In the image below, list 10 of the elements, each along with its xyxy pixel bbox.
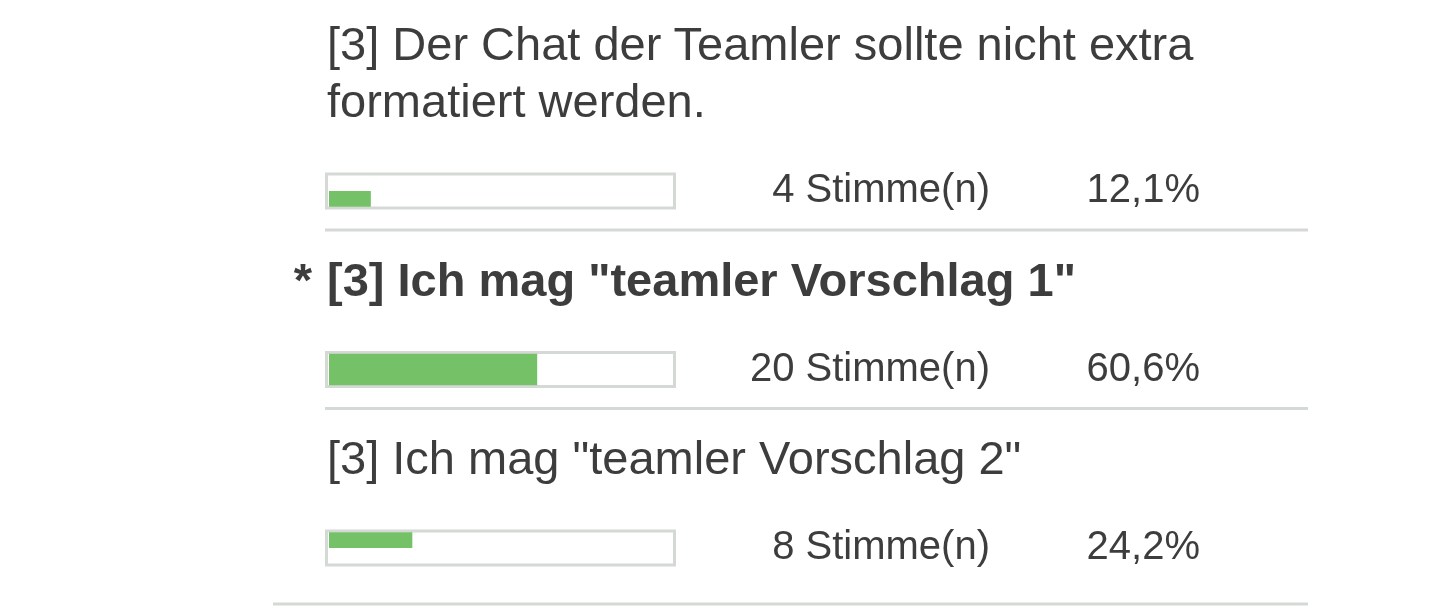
text: * (293, 252, 313, 306)
y-tick-label: [3] Der Chat der Teamler sollte nicht extra formatiert werden. (327, 17, 1195, 127)
y-tick-label: [3] Ich mag "teamler Vorschlag 1" (327, 252, 1076, 306)
y-tick-label: [3] Ich mag "teamler Vorschlag 2" (327, 431, 1022, 484)
text: 20 Stimme(n) (749, 344, 990, 389)
data-label: 60,6% (1086, 344, 1200, 389)
text: 8 Stimme(n) (772, 523, 990, 567)
data-label: 24,2% (1086, 523, 1200, 567)
data-label: 12,1% (1086, 166, 1200, 210)
text: 4 Stimme(n) (772, 166, 990, 210)
